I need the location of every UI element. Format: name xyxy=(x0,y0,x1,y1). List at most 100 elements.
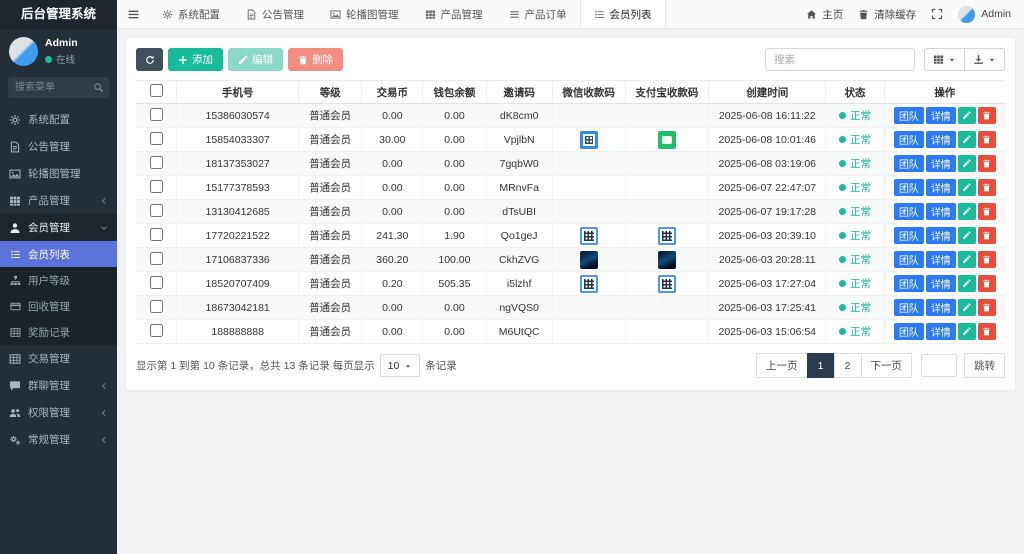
wechat-qr-thumbnail[interactable] xyxy=(579,226,598,245)
tab-announcements[interactable]: 公告管理 xyxy=(233,0,317,28)
export-button[interactable] xyxy=(964,48,1005,71)
wechat-qr-thumbnail[interactable] xyxy=(579,274,598,293)
sidebar-item-general[interactable]: 常规管理 xyxy=(0,426,117,453)
jump-button[interactable]: 跳转 xyxy=(964,353,1005,378)
sidebar-item-recycle[interactable]: 回收管理 xyxy=(0,293,117,319)
col-header-phone[interactable]: 手机号 xyxy=(176,80,299,104)
row-checkbox[interactable] xyxy=(149,107,163,121)
row-checkbox[interactable] xyxy=(149,203,163,217)
delete-button[interactable]: 删除 xyxy=(288,48,343,71)
row-checkbox[interactable] xyxy=(149,299,163,313)
sidebar-item-system-config[interactable]: 系统配置 xyxy=(0,106,117,133)
team-button[interactable]: 团队 xyxy=(893,107,924,124)
detail-button[interactable]: 详情 xyxy=(925,323,956,340)
edit-row-button[interactable] xyxy=(957,251,976,268)
detail-button[interactable]: 详情 xyxy=(925,131,956,148)
team-button[interactable]: 团队 xyxy=(893,227,924,244)
row-checkbox[interactable] xyxy=(149,251,163,265)
fullscreen-icon[interactable] xyxy=(931,8,943,20)
wechat-qr-thumbnail[interactable] xyxy=(579,250,598,269)
detail-button[interactable]: 详情 xyxy=(925,251,956,268)
detail-button[interactable]: 详情 xyxy=(925,179,956,196)
col-header-balance[interactable]: 钱包余额 xyxy=(422,80,487,104)
team-button[interactable]: 团队 xyxy=(893,179,924,196)
edit-row-button[interactable] xyxy=(957,323,976,340)
col-header-status[interactable]: 状态 xyxy=(825,80,885,104)
refresh-button[interactable] xyxy=(136,48,163,71)
prev-page-button[interactable]: 上一页 xyxy=(756,353,808,378)
detail-button[interactable]: 详情 xyxy=(925,299,956,316)
delete-row-button[interactable] xyxy=(977,107,996,124)
edit-row-button[interactable] xyxy=(957,227,976,244)
alipay-qr-thumbnail[interactable] xyxy=(657,274,676,293)
row-checkbox[interactable] xyxy=(149,275,163,289)
tab-products[interactable]: 产品管理 xyxy=(412,0,496,28)
team-button[interactable]: 团队 xyxy=(893,203,924,220)
sidebar-item-trades[interactable]: 交易管理 xyxy=(0,345,117,372)
page-button-2[interactable]: 2 xyxy=(833,353,862,378)
home-link[interactable]: 主页 xyxy=(806,7,843,22)
col-header-invite-code[interactable]: 邀请码 xyxy=(486,80,553,104)
edit-row-button[interactable] xyxy=(957,107,976,124)
detail-button[interactable]: 详情 xyxy=(925,227,956,244)
page-button-1[interactable]: 1 xyxy=(806,353,835,378)
col-header-created[interactable]: 创建时间 xyxy=(708,80,827,104)
team-button[interactable]: 团队 xyxy=(893,131,924,148)
detail-button[interactable]: 详情 xyxy=(925,155,956,172)
next-page-button[interactable]: 下一页 xyxy=(860,353,912,378)
col-header-coin[interactable]: 交易币 xyxy=(361,80,424,104)
sidebar-item-permissions[interactable]: 权限管理 xyxy=(0,399,117,426)
table-search-input[interactable] xyxy=(765,48,915,71)
delete-row-button[interactable] xyxy=(977,227,996,244)
sidebar-item-carousel[interactable]: 轮播图管理 xyxy=(0,160,117,187)
team-button[interactable]: 团队 xyxy=(893,251,924,268)
page-size-select[interactable]: 10 xyxy=(379,354,421,377)
clear-cache-link[interactable]: 清除缓存 xyxy=(858,7,916,22)
edit-row-button[interactable] xyxy=(957,203,976,220)
alipay-qr-thumbnail[interactable] xyxy=(657,250,676,269)
tab-product-orders[interactable]: 产品订单 xyxy=(496,0,580,28)
sidebar-toggle-button[interactable] xyxy=(117,0,149,28)
col-header-level[interactable]: 等级 xyxy=(298,80,363,104)
row-checkbox[interactable] xyxy=(149,227,163,241)
edit-row-button[interactable] xyxy=(957,179,976,196)
delete-row-button[interactable] xyxy=(977,203,996,220)
team-button[interactable]: 团队 xyxy=(893,323,924,340)
edit-row-button[interactable] xyxy=(957,299,976,316)
jump-page-input[interactable] xyxy=(921,354,957,377)
tab-system-config[interactable]: 系统配置 xyxy=(149,0,233,28)
col-header-wechat-qr[interactable]: 微信收款码 xyxy=(552,80,626,104)
delete-row-button[interactable] xyxy=(977,155,996,172)
detail-button[interactable]: 详情 xyxy=(925,107,956,124)
topbar-user-menu[interactable]: Admin xyxy=(958,5,1011,23)
edit-button[interactable]: 编辑 xyxy=(228,48,283,71)
row-checkbox[interactable] xyxy=(149,131,163,145)
tab-carousel[interactable]: 轮播图管理 xyxy=(317,0,412,28)
edit-row-button[interactable] xyxy=(957,131,976,148)
row-checkbox[interactable] xyxy=(149,179,163,193)
delete-row-button[interactable] xyxy=(977,299,996,316)
team-button[interactable]: 团队 xyxy=(893,299,924,316)
col-header-alipay-qr[interactable]: 支付宝收款码 xyxy=(625,80,710,104)
sidebar-item-group-chat[interactable]: 群聊管理 xyxy=(0,372,117,399)
edit-row-button[interactable] xyxy=(957,155,976,172)
tab-member-list[interactable]: 会员列表 xyxy=(579,0,666,28)
detail-button[interactable]: 详情 xyxy=(925,203,956,220)
sidebar-item-products[interactable]: 产品管理 xyxy=(0,187,117,214)
team-button[interactable]: 团队 xyxy=(893,155,924,172)
edit-row-button[interactable] xyxy=(957,275,976,292)
row-checkbox[interactable] xyxy=(149,323,163,337)
columns-toggle-button[interactable] xyxy=(924,48,965,71)
add-button[interactable]: 添加 xyxy=(168,48,223,71)
sidebar-item-members[interactable]: 会员管理 xyxy=(0,214,117,241)
delete-row-button[interactable] xyxy=(977,323,996,340)
delete-row-button[interactable] xyxy=(977,131,996,148)
sidebar-item-rewards[interactable]: 奖励记录 xyxy=(0,319,117,345)
delete-row-button[interactable] xyxy=(977,275,996,292)
wechat-qr-thumbnail[interactable] xyxy=(579,130,598,149)
sidebar-item-member-list[interactable]: 会员列表 xyxy=(0,241,117,267)
sidebar-search-input[interactable] xyxy=(8,77,109,98)
team-button[interactable]: 团队 xyxy=(893,275,924,292)
delete-row-button[interactable] xyxy=(977,179,996,196)
select-all-checkbox[interactable] xyxy=(149,84,163,97)
